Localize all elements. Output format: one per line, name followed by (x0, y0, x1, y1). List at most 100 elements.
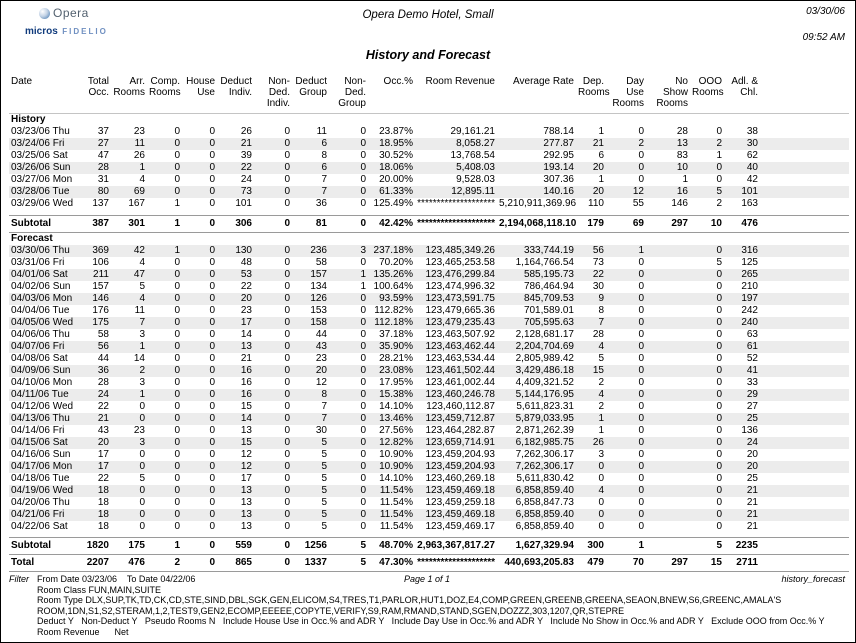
value-cell: 20 (576, 186, 606, 198)
value-cell: 130 (217, 244, 254, 257)
value-cell: 2235 (724, 537, 760, 555)
value-cell: 11 (134, 304, 145, 316)
value-cell: 369 (81, 244, 111, 257)
date-cell: 04/21/06 Fri (9, 508, 81, 521)
value-cell: 44 (97, 352, 109, 364)
value-cell: 0 (329, 508, 368, 521)
report-table-body: History 03/23/06 Thu 37 23 0 0 26 0 11 0 23.87% 29,… (9, 113, 849, 572)
value-cell: 1,164,766.54 (515, 256, 574, 268)
value-cell: 0 (182, 388, 217, 401)
date-cell: 03/23/06 Thu (11, 126, 70, 137)
value-cell: 0 (209, 352, 215, 364)
value-cell: 2,871,262.39 (515, 424, 574, 436)
date-cell: 03/29/06 Wed (11, 198, 74, 209)
value-cell: 0 (147, 316, 182, 329)
value-cell: 0 (690, 162, 724, 174)
value-cell: 0 (606, 292, 646, 305)
value-cell: 20 (724, 460, 760, 473)
date-cell: 04/05/06 Wed (9, 316, 81, 329)
value-cell: 1 (598, 424, 604, 436)
value-cell: 123,659,714.91 (415, 436, 497, 449)
value-cell: 35.90% (368, 340, 415, 353)
value-cell: 0 (182, 138, 217, 150)
table-row: 04/01/06 Sat 211 47 0 0 53 0 157 1 135.26% 123,476… (9, 268, 849, 281)
column-header: Comp. Rooms (147, 76, 182, 114)
date-cell: 04/17/06 Mon (9, 460, 81, 473)
value-cell: 0 (329, 460, 368, 473)
value-cell: 47.30% (368, 554, 415, 572)
value-cell (646, 364, 690, 377)
report-file-name: history_forecast (781, 573, 845, 584)
value-cell: 1 (147, 537, 182, 555)
value-cell: 7,262,306.17 (497, 460, 576, 473)
value-cell: 292.95 (543, 150, 574, 161)
value-cell: 123,464,282.87 (425, 424, 495, 436)
value-cell (646, 281, 690, 293)
value-cell: 10.90% (379, 448, 413, 460)
value-cell: 5,408.03 (415, 162, 497, 174)
date-cell: Total (9, 554, 81, 572)
value-cell: 0 (209, 328, 215, 340)
value-cell: 17 (217, 316, 254, 329)
value-cell: 1,627,329.94 (497, 537, 576, 555)
value-cell: 22 (576, 268, 606, 281)
value-cell: 0 (209, 304, 215, 316)
value-cell: 37.18% (379, 328, 413, 340)
value-cell: 0 (690, 436, 724, 449)
table-row: 04/03/06 Mon 146 4 0 0 20 0 126 0 93.59% 123,473,5… (9, 292, 849, 305)
table-row: 04/06/06 Thu 58 3 0 0 14 0 44 0 37.18% 123,463,507… (9, 329, 849, 341)
value-cell: 5 (292, 436, 329, 449)
value-cell: 300 (576, 537, 606, 555)
value-cell: 0 (254, 554, 292, 572)
date-cell: 04/19/06 Wed (9, 484, 81, 497)
value-cell: 0 (329, 162, 368, 174)
table-row: 03/29/06 Wed 137 167 1 0 101 0 36 0 125.49% ******… (9, 198, 849, 210)
date-cell: 04/07/06 Fri (9, 340, 81, 353)
value-cell: 146 (671, 198, 688, 209)
value-cell: 0 (209, 496, 215, 508)
value-cell: 110 (588, 198, 604, 209)
value-cell: 3,429,486.18 (497, 364, 576, 377)
value-cell: 3 (329, 244, 368, 257)
value-cell: 15 (240, 400, 252, 412)
value-cell: 12 (315, 376, 327, 388)
value-cell: 43 (97, 424, 109, 436)
value-cell: ******************** (417, 198, 495, 209)
value-cell (646, 508, 690, 521)
column-header: Occ.% (368, 76, 415, 114)
value-cell: 0 (284, 328, 290, 340)
table-row: 04/14/06 Fri 43 23 0 0 13 0 30 0 27.56% 123,464,28… (9, 425, 849, 437)
value-cell: 0 (638, 280, 644, 292)
value-cell: 0 (606, 268, 646, 281)
value-cell: 4 (139, 174, 145, 185)
value-cell: 0 (690, 460, 724, 473)
value-cell: 0 (111, 484, 147, 497)
value-cell: 157 (292, 268, 329, 281)
value-cell: 0 (606, 364, 646, 377)
date-cell: 04/13/06 Thu (9, 412, 81, 425)
table-row: 03/30/06 Thu 369 42 1 0 130 0 236 3 237.18% 123,48… (9, 244, 849, 257)
value-cell: 5 (292, 508, 329, 521)
column-header: Room Revenue (415, 76, 497, 114)
value-cell: 28.21% (379, 352, 413, 364)
value-cell: 5,144,176.95 (497, 388, 576, 401)
value-cell: 0 (182, 436, 217, 449)
value-cell: 5 (321, 448, 327, 460)
section-label-row: Forecast (9, 232, 849, 245)
value-cell: 73 (592, 256, 604, 268)
value-cell: 13,768.54 (450, 150, 496, 161)
value-cell: 0 (576, 508, 606, 521)
value-cell: 0 (254, 186, 292, 198)
subtotal-row: Subtotal 1820 175 1 0 559 0 1256 5 48.70% 2,963,36… (9, 537, 849, 555)
table-row: 04/02/06 Sun 157 5 0 0 22 0 134 1 100.64% 123,474,… (9, 281, 849, 293)
value-cell: 2,805,989.42 (515, 352, 574, 364)
value-cell: 6,858,847.73 (515, 496, 574, 508)
value-cell: 1 (598, 126, 604, 137)
filter-room-type-line2: ROOM,1DN,S1,S2,STERAM,1,2,TEST9,GEN2,ECO… (37, 605, 625, 616)
value-cell: 0 (182, 244, 217, 257)
value-cell: 0 (111, 508, 147, 521)
value-cell: 0 (209, 400, 215, 412)
value-cell: 40 (724, 162, 760, 174)
value-cell: 0 (254, 484, 292, 497)
value-cell: 0 (209, 280, 215, 292)
